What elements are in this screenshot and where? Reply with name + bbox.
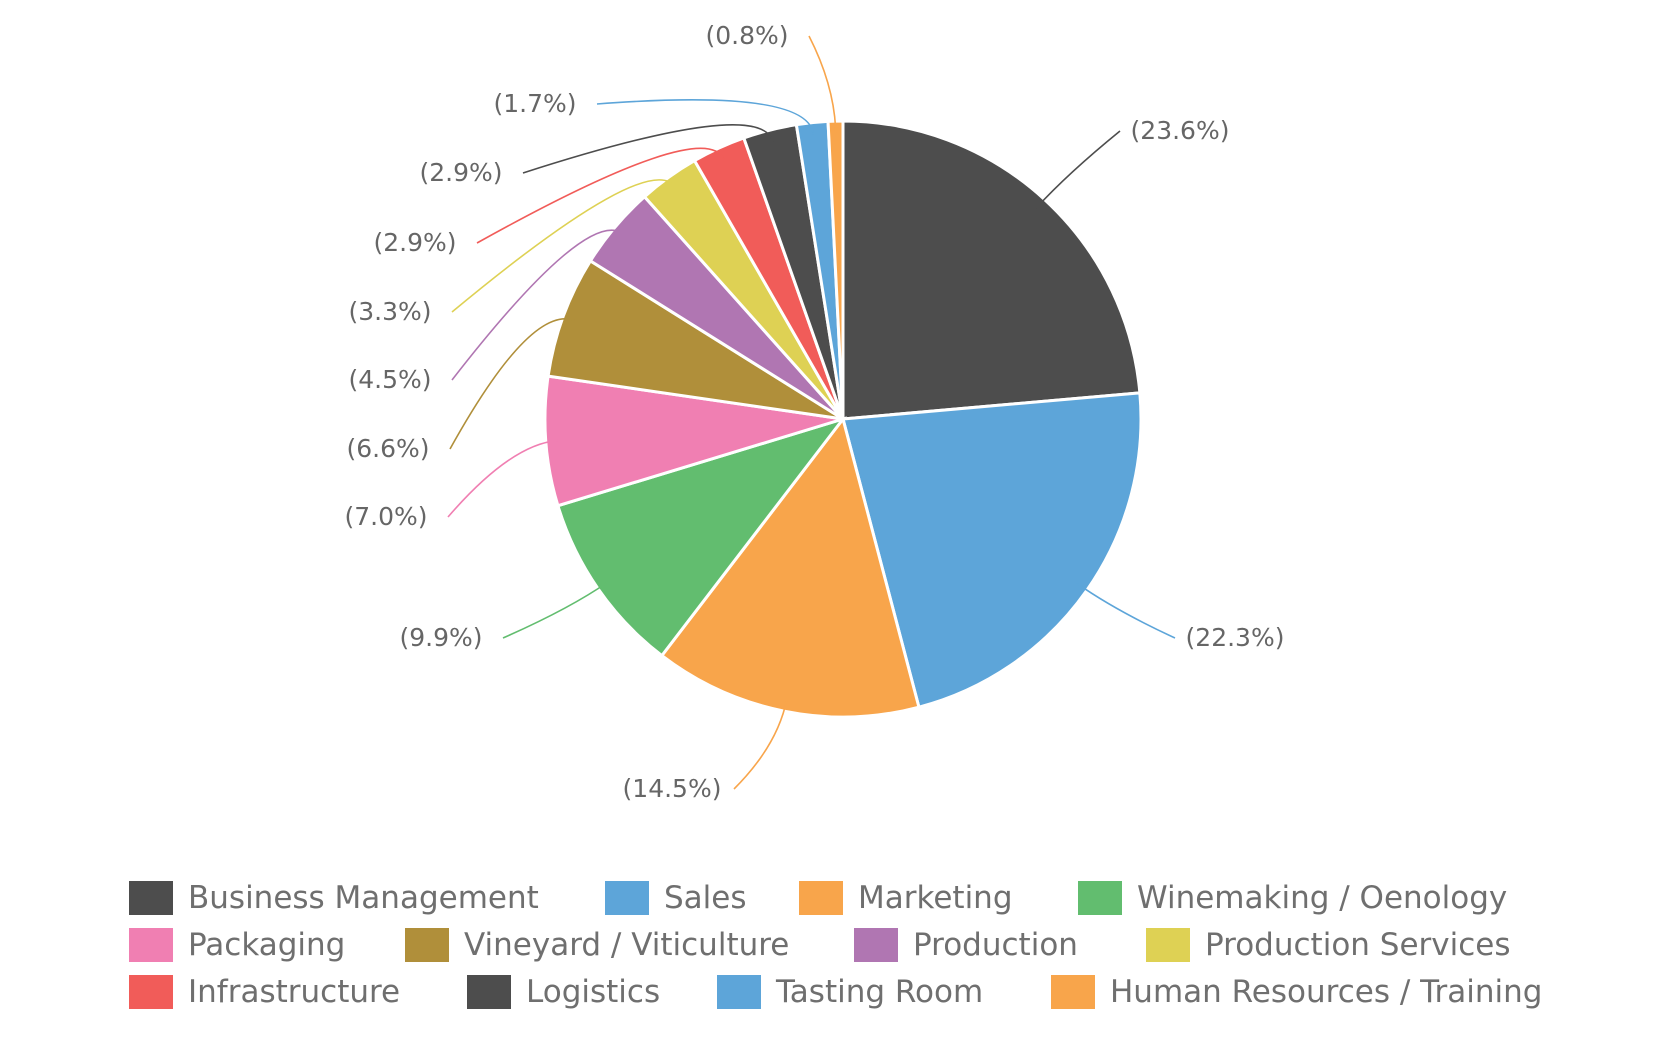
label-leader-lines xyxy=(447,35,1176,790)
leader-line xyxy=(808,35,837,134)
legend-swatch xyxy=(129,928,173,962)
legend-item-marketing: Marketing xyxy=(799,878,1013,918)
percentage-label: (1.7%) xyxy=(493,89,576,118)
legend-label: Marketing xyxy=(858,880,1013,916)
percentage-label: (0.8%) xyxy=(705,21,788,50)
percentage-label: (7.0%) xyxy=(344,502,427,531)
pie-slice-vineyard-viticulture xyxy=(546,258,844,421)
pie-slices xyxy=(543,119,1143,719)
legend-swatch xyxy=(799,881,843,915)
legend-label: Tasting Room xyxy=(776,974,984,1010)
legend-label: Logistics xyxy=(526,974,661,1010)
legend-swatch xyxy=(717,975,761,1009)
legend-item-production-services: Production Services xyxy=(1146,925,1511,965)
pie-slice-business-management xyxy=(841,119,1142,421)
legend: Business Management Sales Marketing Wine… xyxy=(129,878,1609,1019)
percentage-label: (9.9%) xyxy=(399,623,482,652)
leader-line xyxy=(447,439,558,518)
legend-item-infrastructure: Infrastructure xyxy=(129,972,400,1012)
percentage-label: (14.5%) xyxy=(623,774,722,803)
legend-item-production: Production xyxy=(854,925,1078,965)
legend-row: Infrastructure Logistics Tasting Room Hu… xyxy=(129,972,1609,1019)
pie-chart: (23.6%) (22.3%) (14.5%) (9.9%) (7.0%) (6.6%) (… xyxy=(344,21,1284,803)
legend-swatch xyxy=(405,928,449,962)
legend-label: Packaging xyxy=(188,927,346,963)
legend-item-sales: Sales xyxy=(605,878,747,918)
leader-line xyxy=(1076,582,1176,639)
legend-item-winemaking-oenology: Winemaking / Oenology xyxy=(1078,878,1507,918)
legend-item-tasting-room: Tasting Room xyxy=(717,972,983,1012)
leader-line xyxy=(733,699,788,790)
legend-label: Production xyxy=(913,927,1078,963)
legend-item-vineyard-viticulture: Vineyard / Viticulture xyxy=(405,925,789,965)
legend-swatch xyxy=(1078,881,1122,915)
legend-label: Sales xyxy=(664,880,747,916)
legend-label: Business Management xyxy=(188,880,539,916)
legend-label: Production Services xyxy=(1205,927,1511,963)
percentage-label: (2.9%) xyxy=(373,228,456,257)
leader-line xyxy=(476,147,725,244)
legend-swatch xyxy=(129,881,173,915)
percentage-label: (6.6%) xyxy=(346,434,429,463)
legend-item-human-resources-training: Human Resources / Training xyxy=(1051,972,1542,1012)
legend-swatch xyxy=(1146,928,1190,962)
percentage-label: (22.3%) xyxy=(1186,623,1285,652)
percentage-label: (4.5%) xyxy=(348,365,431,394)
legend-label: Infrastructure xyxy=(188,974,401,1010)
percentage-label: (23.6%) xyxy=(1131,116,1230,145)
legend-row: Business Management Sales Marketing Wine… xyxy=(129,878,1609,925)
legend-label: Human Resources / Training xyxy=(1110,974,1543,1010)
leader-line xyxy=(502,581,609,639)
legend-item-business-management: Business Management xyxy=(129,878,539,918)
leader-line xyxy=(596,99,815,135)
legend-label: Winemaking / Oenology xyxy=(1137,880,1508,916)
legend-swatch xyxy=(467,975,511,1009)
legend-item-logistics: Logistics xyxy=(467,972,660,1012)
percentage-labels: (23.6%) (22.3%) (14.5%) (9.9%) (7.0%) (6.6%) (… xyxy=(344,21,1284,803)
percentage-label: (3.3%) xyxy=(348,297,431,326)
leader-line xyxy=(522,124,774,174)
legend-item-packaging: Packaging xyxy=(129,925,345,965)
legend-row: Packaging Vineyard / Viticulture Product… xyxy=(129,925,1609,972)
leader-line xyxy=(451,179,677,313)
legend-label: Vineyard / Viticulture xyxy=(464,927,790,963)
legend-swatch xyxy=(129,975,173,1009)
percentage-label: (2.9%) xyxy=(419,158,502,187)
legend-swatch xyxy=(854,928,898,962)
leader-line xyxy=(1035,130,1121,209)
leader-line xyxy=(449,318,575,450)
leader-line xyxy=(451,229,625,381)
legend-swatch xyxy=(605,881,649,915)
legend-swatch xyxy=(1051,975,1095,1009)
